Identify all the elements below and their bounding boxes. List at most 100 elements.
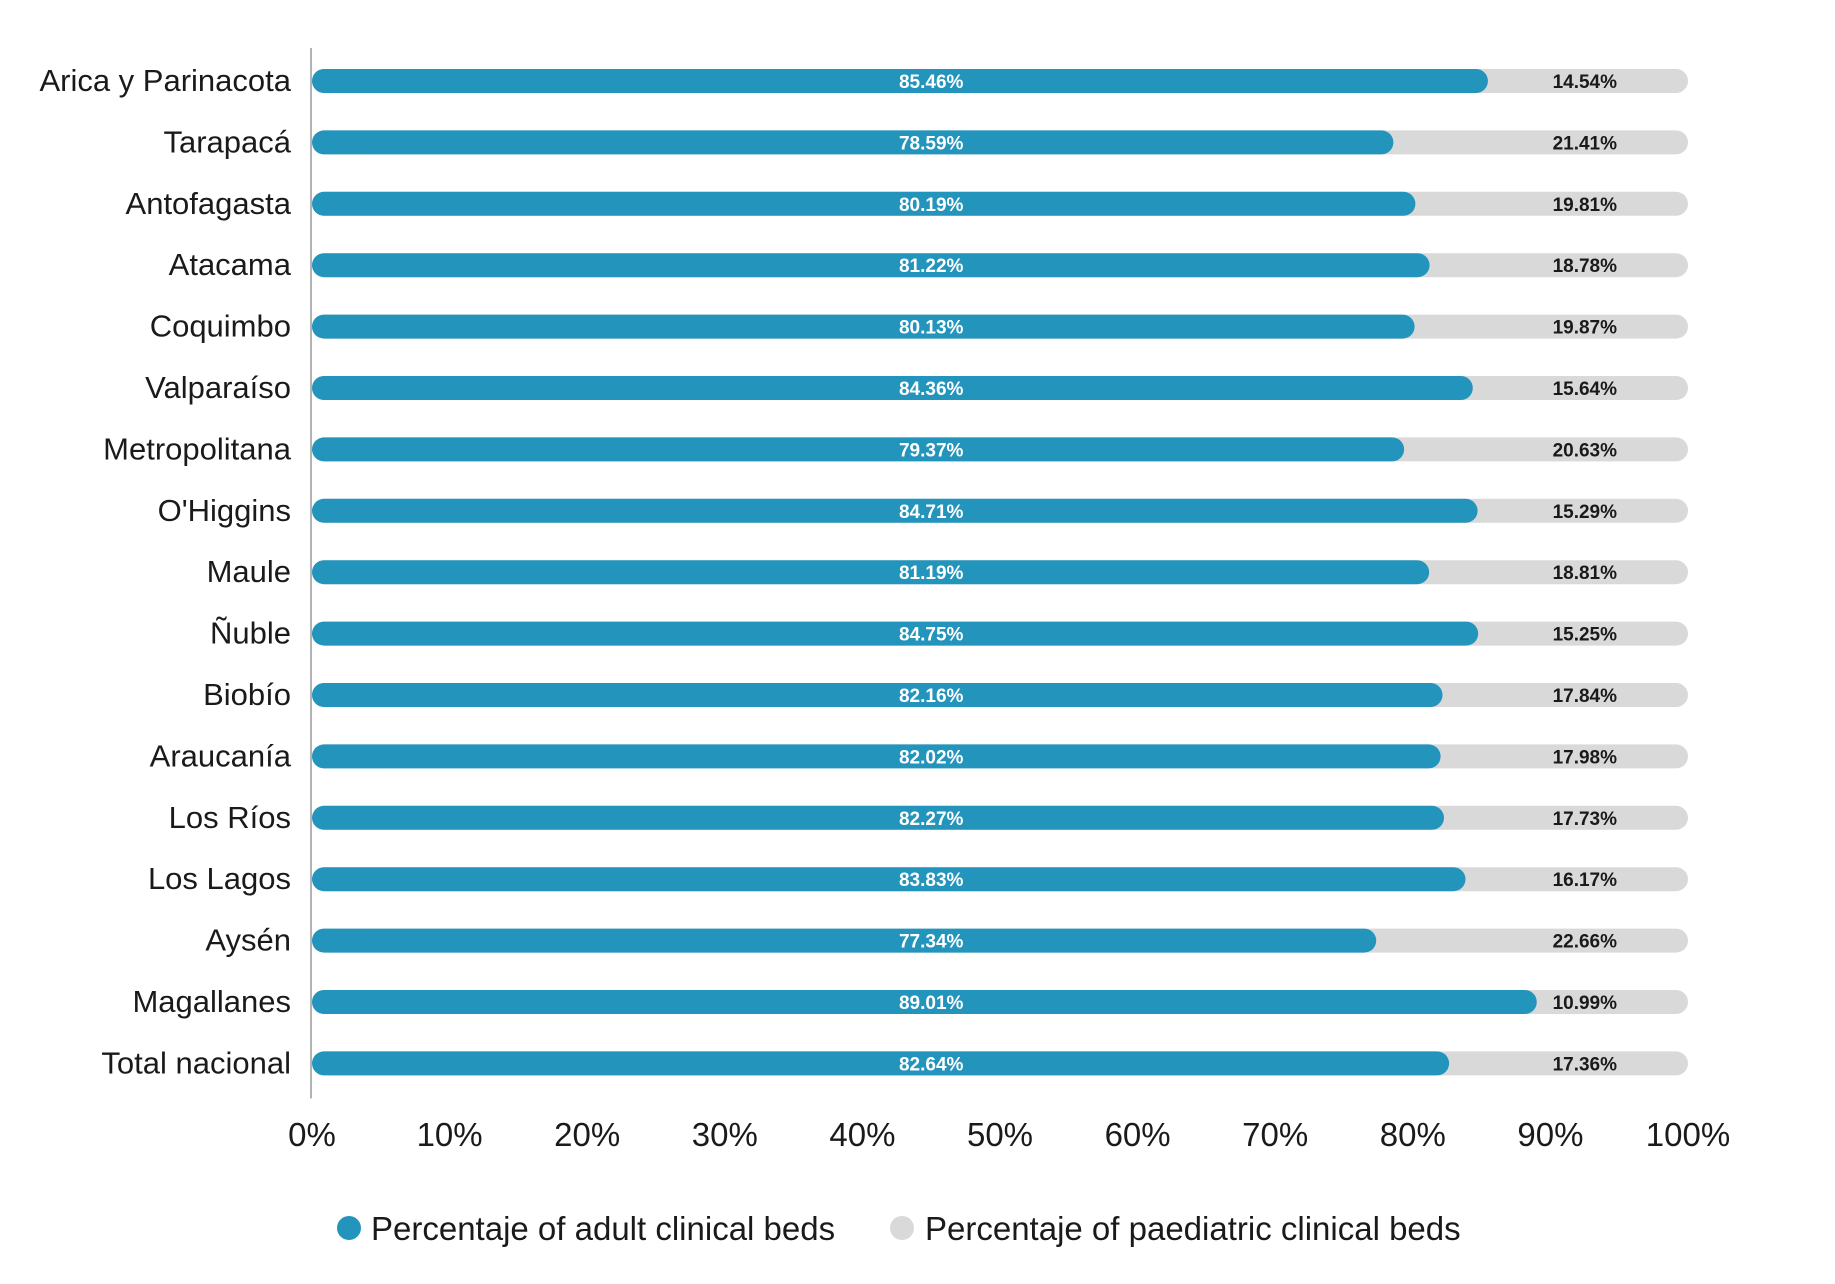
data-label-adult-los-rios: 82.27% bbox=[899, 809, 964, 830]
legend-swatch-adult bbox=[337, 1216, 361, 1240]
x-tick-label-50pct: 50% bbox=[967, 1116, 1033, 1153]
data-label-adult-los-lagos: 83.83% bbox=[899, 870, 964, 891]
data-label-paediatric-antofagasta: 19.81% bbox=[1553, 195, 1618, 216]
data-label-adult-araucania: 82.02% bbox=[899, 747, 964, 768]
bar-adult-total-nacional bbox=[312, 1051, 1450, 1076]
x-tick-label-60pct: 60% bbox=[1105, 1116, 1171, 1153]
bar-row-nuble: 84.75% 15.25% bbox=[312, 621, 1688, 646]
x-tick-label-70pct: 70% bbox=[1242, 1116, 1308, 1153]
data-label-paediatric-nuble: 15.25% bbox=[1553, 625, 1618, 646]
bar-row-aysen: 77.34% 22.66% bbox=[312, 928, 1688, 953]
bar-adult-atacama bbox=[312, 253, 1430, 278]
data-label-paediatric-magallanes: 10.99% bbox=[1553, 993, 1618, 1014]
bar-row-araucania: 82.02% 17.98% bbox=[312, 744, 1688, 769]
data-label-paediatric-tarapaca: 21.41% bbox=[1553, 133, 1618, 154]
bar-adult-antofagasta bbox=[312, 191, 1416, 216]
x-axis: 0% 10% 20% 30% 40% 50% 60% 70% 80% 90% 100% bbox=[288, 48, 1730, 1153]
data-label-paediatric-o-higgins: 15.29% bbox=[1553, 502, 1618, 523]
bar-adult-coquimbo bbox=[312, 314, 1415, 339]
bar-adult-aysen bbox=[312, 928, 1377, 953]
data-label-adult-antofagasta: 80.19% bbox=[899, 195, 964, 216]
data-label-paediatric-aysen: 22.66% bbox=[1553, 932, 1618, 953]
x-tick-label-20pct: 20% bbox=[554, 1116, 620, 1153]
data-label-paediatric-maule: 18.81% bbox=[1553, 563, 1618, 584]
data-label-paediatric-total-nacional: 17.36% bbox=[1553, 1054, 1618, 1075]
category-label-nuble: Ñuble bbox=[210, 616, 291, 651]
x-tick-label-0pct: 0% bbox=[288, 1116, 336, 1153]
bar-adult-magallanes bbox=[312, 990, 1537, 1014]
data-label-adult-magallanes: 89.01% bbox=[899, 993, 964, 1014]
category-label-antofagasta: Antofagasta bbox=[126, 186, 292, 221]
data-label-paediatric-valparaiso: 15.64% bbox=[1553, 379, 1618, 400]
bar-adult-valparaiso bbox=[312, 376, 1473, 400]
data-label-adult-biobio: 82.16% bbox=[899, 686, 964, 707]
bar-adult-arica-y-parinacota bbox=[312, 69, 1488, 93]
category-label-biobio: Biobío bbox=[203, 677, 291, 712]
data-label-adult-maule: 81.19% bbox=[899, 563, 964, 584]
x-tick-label-80pct: 80% bbox=[1380, 1116, 1446, 1153]
bars-layer: 85.46% 14.54% 78.59% 21.41% 80.19% 19.81% 81.2… bbox=[312, 69, 1688, 1076]
bar-row-magallanes: 89.01% 10.99% bbox=[312, 990, 1688, 1014]
data-label-adult-coquimbo: 80.13% bbox=[899, 318, 964, 339]
data-label-adult-tarapaca: 78.59% bbox=[899, 133, 964, 154]
category-label-tarapaca: Tarapacá bbox=[163, 124, 291, 159]
bar-row-o-higgins: 84.71% 15.29% bbox=[312, 498, 1688, 523]
data-label-paediatric-atacama: 18.78% bbox=[1553, 256, 1618, 277]
data-label-adult-metropolitana: 79.37% bbox=[899, 440, 964, 461]
bar-adult-nuble bbox=[312, 621, 1479, 646]
category-label-aysen: Aysén bbox=[205, 923, 291, 958]
category-label-o-higgins: O'Higgins bbox=[158, 493, 291, 528]
data-label-paediatric-metropolitana: 20.63% bbox=[1553, 440, 1618, 461]
bar-row-metropolitana: 79.37% 20.63% bbox=[312, 437, 1688, 462]
bar-adult-maule bbox=[312, 560, 1430, 585]
legend-item-adult: Percentaje of adult clinical beds bbox=[337, 1210, 835, 1247]
category-label-arica-y-parinacota: Arica y Parinacota bbox=[39, 63, 291, 98]
bar-row-los-lagos: 83.83% 16.17% bbox=[312, 867, 1688, 892]
category-labels-layer: Arica y Parinacota Tarapacá Antofagasta Ata… bbox=[39, 63, 291, 1080]
data-label-adult-o-higgins: 84.71% bbox=[899, 502, 964, 523]
data-label-adult-total-nacional: 82.64% bbox=[899, 1054, 964, 1075]
category-label-coquimbo: Coquimbo bbox=[150, 309, 291, 344]
bar-adult-metropolitana bbox=[312, 437, 1405, 462]
category-label-valparaiso: Valparaíso bbox=[145, 370, 291, 405]
category-label-los-rios: Los Ríos bbox=[169, 800, 291, 835]
bar-row-valparaiso: 84.36% 15.64% bbox=[312, 376, 1688, 400]
x-tick-label-40pct: 40% bbox=[829, 1116, 895, 1153]
bar-row-antofagasta: 80.19% 19.81% bbox=[312, 191, 1688, 216]
bar-row-atacama: 81.22% 18.78% bbox=[312, 253, 1688, 278]
bar-row-arica-y-parinacota: 85.46% 14.54% bbox=[312, 69, 1688, 93]
x-tick-label-90pct: 90% bbox=[1517, 1116, 1583, 1153]
data-label-paediatric-araucania: 17.98% bbox=[1553, 747, 1618, 768]
data-label-paediatric-coquimbo: 19.87% bbox=[1553, 318, 1618, 339]
x-tick-label-10pct: 10% bbox=[417, 1116, 483, 1153]
data-label-adult-atacama: 81.22% bbox=[899, 256, 964, 277]
legend-label-adult: Percentaje of adult clinical beds bbox=[371, 1210, 835, 1247]
data-label-adult-arica-y-parinacota: 85.46% bbox=[899, 72, 964, 93]
data-label-adult-aysen: 77.34% bbox=[899, 932, 964, 953]
bar-row-los-rios: 82.27% 17.73% bbox=[312, 805, 1688, 830]
bar-row-maule: 81.19% 18.81% bbox=[312, 560, 1688, 585]
data-label-adult-valparaiso: 84.36% bbox=[899, 379, 964, 400]
category-label-los-lagos: Los Lagos bbox=[148, 861, 291, 896]
bar-row-coquimbo: 80.13% 19.87% bbox=[312, 314, 1688, 339]
bar-adult-araucania bbox=[312, 744, 1441, 769]
bar-row-total-nacional: 82.64% 17.36% bbox=[312, 1051, 1688, 1076]
bar-row-tarapaca: 78.59% 21.41% bbox=[312, 130, 1688, 155]
category-label-atacama: Atacama bbox=[169, 247, 292, 282]
data-label-paediatric-los-lagos: 16.17% bbox=[1553, 870, 1618, 891]
x-tick-label-30pct: 30% bbox=[692, 1116, 758, 1153]
bar-adult-tarapaca bbox=[312, 130, 1394, 155]
category-label-metropolitana: Metropolitana bbox=[103, 431, 292, 466]
legend-label-paediatric: Percentaje of paediatric clinical beds bbox=[925, 1210, 1461, 1247]
legend-swatch-paediatric bbox=[890, 1216, 914, 1240]
bar-adult-los-rios bbox=[312, 805, 1445, 830]
x-tick-label-100pct: 100% bbox=[1646, 1116, 1730, 1153]
category-label-araucania: Araucanía bbox=[150, 738, 292, 773]
bar-adult-biobio bbox=[312, 683, 1443, 707]
legend: Percentaje of adult clinical beds Percent… bbox=[337, 1210, 1461, 1247]
bar-adult-los-lagos bbox=[312, 867, 1466, 892]
bar-adult-o-higgins bbox=[312, 498, 1478, 523]
legend-item-paediatric: Percentaje of paediatric clinical beds bbox=[890, 1210, 1461, 1247]
